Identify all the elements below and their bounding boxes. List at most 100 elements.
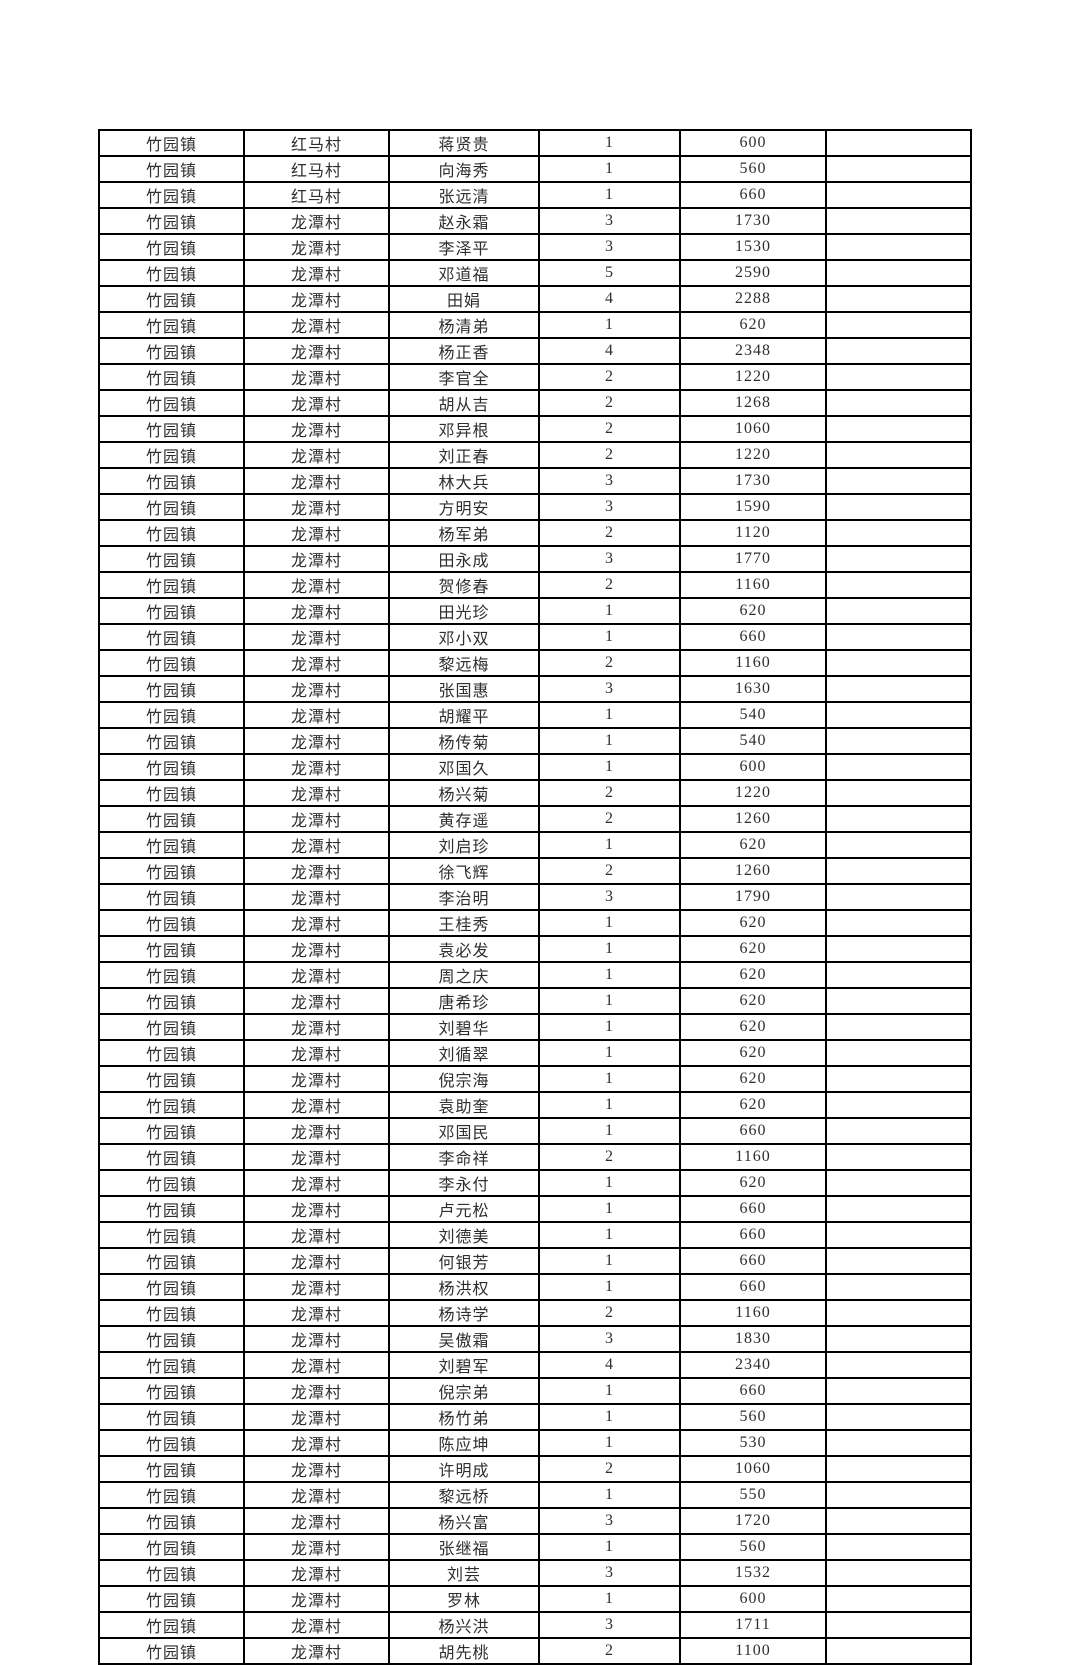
cell-town: 竹园镇 xyxy=(98,857,245,885)
table-row: 竹园镇 龙潭村 许明成 2 1060 xyxy=(98,1455,972,1483)
cell-village: 红马村 xyxy=(243,155,390,183)
cell-amount: 620 xyxy=(679,831,827,859)
cell-empty xyxy=(825,155,972,183)
table-row: 竹园镇 龙潭村 杨兴菊 2 1220 xyxy=(98,779,972,807)
cell-amount: 1220 xyxy=(679,363,827,391)
cell-village: 龙潭村 xyxy=(243,1013,390,1041)
cell-empty xyxy=(825,987,972,1015)
cell-amount: 1260 xyxy=(679,805,827,833)
table-row: 竹园镇 龙潭村 何银芳 1 660 xyxy=(98,1247,972,1275)
cell-town: 竹园镇 xyxy=(98,961,245,989)
table-row: 竹园镇 龙潭村 李永付 1 620 xyxy=(98,1169,972,1197)
cell-count: 1 xyxy=(538,987,681,1015)
cell-empty xyxy=(825,727,972,755)
cell-town: 竹园镇 xyxy=(98,649,245,677)
table-row: 竹园镇 龙潭村 田光珍 1 620 xyxy=(98,597,972,625)
cell-village: 龙潭村 xyxy=(243,1481,390,1509)
cell-empty xyxy=(825,259,972,287)
cell-village: 龙潭村 xyxy=(243,1637,390,1665)
cell-village: 龙潭村 xyxy=(243,1559,390,1587)
cell-amount: 2590 xyxy=(679,259,827,287)
table-row: 竹园镇 龙潭村 赵永霜 3 1730 xyxy=(98,207,972,235)
cell-empty xyxy=(825,701,972,729)
cell-person-name: 杨竹弟 xyxy=(388,1403,540,1431)
table-row: 竹园镇 龙潭村 杨洪权 1 660 xyxy=(98,1273,972,1301)
cell-empty xyxy=(825,129,972,157)
cell-empty xyxy=(825,181,972,209)
cell-amount: 1590 xyxy=(679,493,827,521)
cell-town: 竹园镇 xyxy=(98,779,245,807)
cell-count: 2 xyxy=(538,363,681,391)
cell-village: 龙潭村 xyxy=(243,753,390,781)
table-row: 竹园镇 龙潭村 李官全 2 1220 xyxy=(98,363,972,391)
cell-empty xyxy=(825,753,972,781)
cell-empty xyxy=(825,883,972,911)
cell-town: 竹园镇 xyxy=(98,805,245,833)
cell-amount: 1830 xyxy=(679,1325,827,1353)
cell-amount: 660 xyxy=(679,1195,827,1223)
cell-amount: 550 xyxy=(679,1481,827,1509)
cell-empty xyxy=(825,207,972,235)
cell-person-name: 倪宗弟 xyxy=(388,1377,540,1405)
table-row: 竹园镇 龙潭村 胡从吉 2 1268 xyxy=(98,389,972,417)
cell-town: 竹园镇 xyxy=(98,1117,245,1145)
cell-empty xyxy=(825,909,972,937)
cell-count: 1 xyxy=(538,1403,681,1431)
cell-empty xyxy=(825,675,972,703)
cell-town: 竹园镇 xyxy=(98,181,245,209)
cell-count: 1 xyxy=(538,155,681,183)
cell-count: 1 xyxy=(538,1429,681,1457)
cell-town: 竹园镇 xyxy=(98,1039,245,1067)
table-row: 竹园镇 龙潭村 杨兴洪 3 1711 xyxy=(98,1611,972,1639)
cell-amount: 2288 xyxy=(679,285,827,313)
cell-town: 竹园镇 xyxy=(98,1611,245,1639)
table-row: 竹园镇 龙潭村 杨清弟 1 620 xyxy=(98,311,972,339)
cell-count: 1 xyxy=(538,1481,681,1509)
cell-village: 龙潭村 xyxy=(243,1351,390,1379)
cell-empty xyxy=(825,1507,972,1535)
cell-empty xyxy=(825,1143,972,1171)
cell-person-name: 黄存遥 xyxy=(388,805,540,833)
cell-town: 竹园镇 xyxy=(98,571,245,599)
cell-village: 龙潭村 xyxy=(243,597,390,625)
cell-empty xyxy=(825,1117,972,1145)
cell-empty xyxy=(825,1559,972,1587)
cell-amount: 620 xyxy=(679,1091,827,1119)
table-row: 竹园镇 龙潭村 田永成 3 1770 xyxy=(98,545,972,573)
cell-count: 1 xyxy=(538,1377,681,1405)
cell-town: 竹园镇 xyxy=(98,1195,245,1223)
cell-empty xyxy=(825,493,972,521)
cell-town: 竹园镇 xyxy=(98,389,245,417)
table-row: 竹园镇 龙潭村 杨传菊 1 540 xyxy=(98,727,972,755)
cell-person-name: 刘循翠 xyxy=(388,1039,540,1067)
cell-town: 竹园镇 xyxy=(98,493,245,521)
cell-person-name: 胡从吉 xyxy=(388,389,540,417)
cell-village: 龙潭村 xyxy=(243,649,390,677)
table-row: 竹园镇 龙潭村 贺修春 2 1160 xyxy=(98,571,972,599)
cell-count: 1 xyxy=(538,1221,681,1249)
cell-person-name: 张继福 xyxy=(388,1533,540,1561)
cell-empty xyxy=(825,779,972,807)
cell-village: 龙潭村 xyxy=(243,467,390,495)
table-row: 竹园镇 龙潭村 胡先桃 2 1100 xyxy=(98,1637,972,1665)
cell-count: 1 xyxy=(538,1273,681,1301)
cell-town: 竹园镇 xyxy=(98,1429,245,1457)
cell-village: 龙潭村 xyxy=(243,207,390,235)
cell-town: 竹园镇 xyxy=(98,233,245,261)
cell-amount: 1060 xyxy=(679,415,827,443)
cell-person-name: 黎远桥 xyxy=(388,1481,540,1509)
cell-empty xyxy=(825,623,972,651)
cell-village: 龙潭村 xyxy=(243,337,390,365)
table-row: 竹园镇 龙潭村 林大兵 3 1730 xyxy=(98,467,972,495)
cell-empty xyxy=(825,1637,972,1665)
cell-amount: 620 xyxy=(679,935,827,963)
cell-village: 龙潭村 xyxy=(243,1065,390,1093)
cell-town: 竹园镇 xyxy=(98,519,245,547)
cell-person-name: 张远清 xyxy=(388,181,540,209)
cell-person-name: 田娟 xyxy=(388,285,540,313)
cell-town: 竹园镇 xyxy=(98,363,245,391)
cell-empty xyxy=(825,1585,972,1613)
cell-person-name: 袁助奎 xyxy=(388,1091,540,1119)
cell-amount: 600 xyxy=(679,1585,827,1613)
cell-amount: 660 xyxy=(679,1247,827,1275)
